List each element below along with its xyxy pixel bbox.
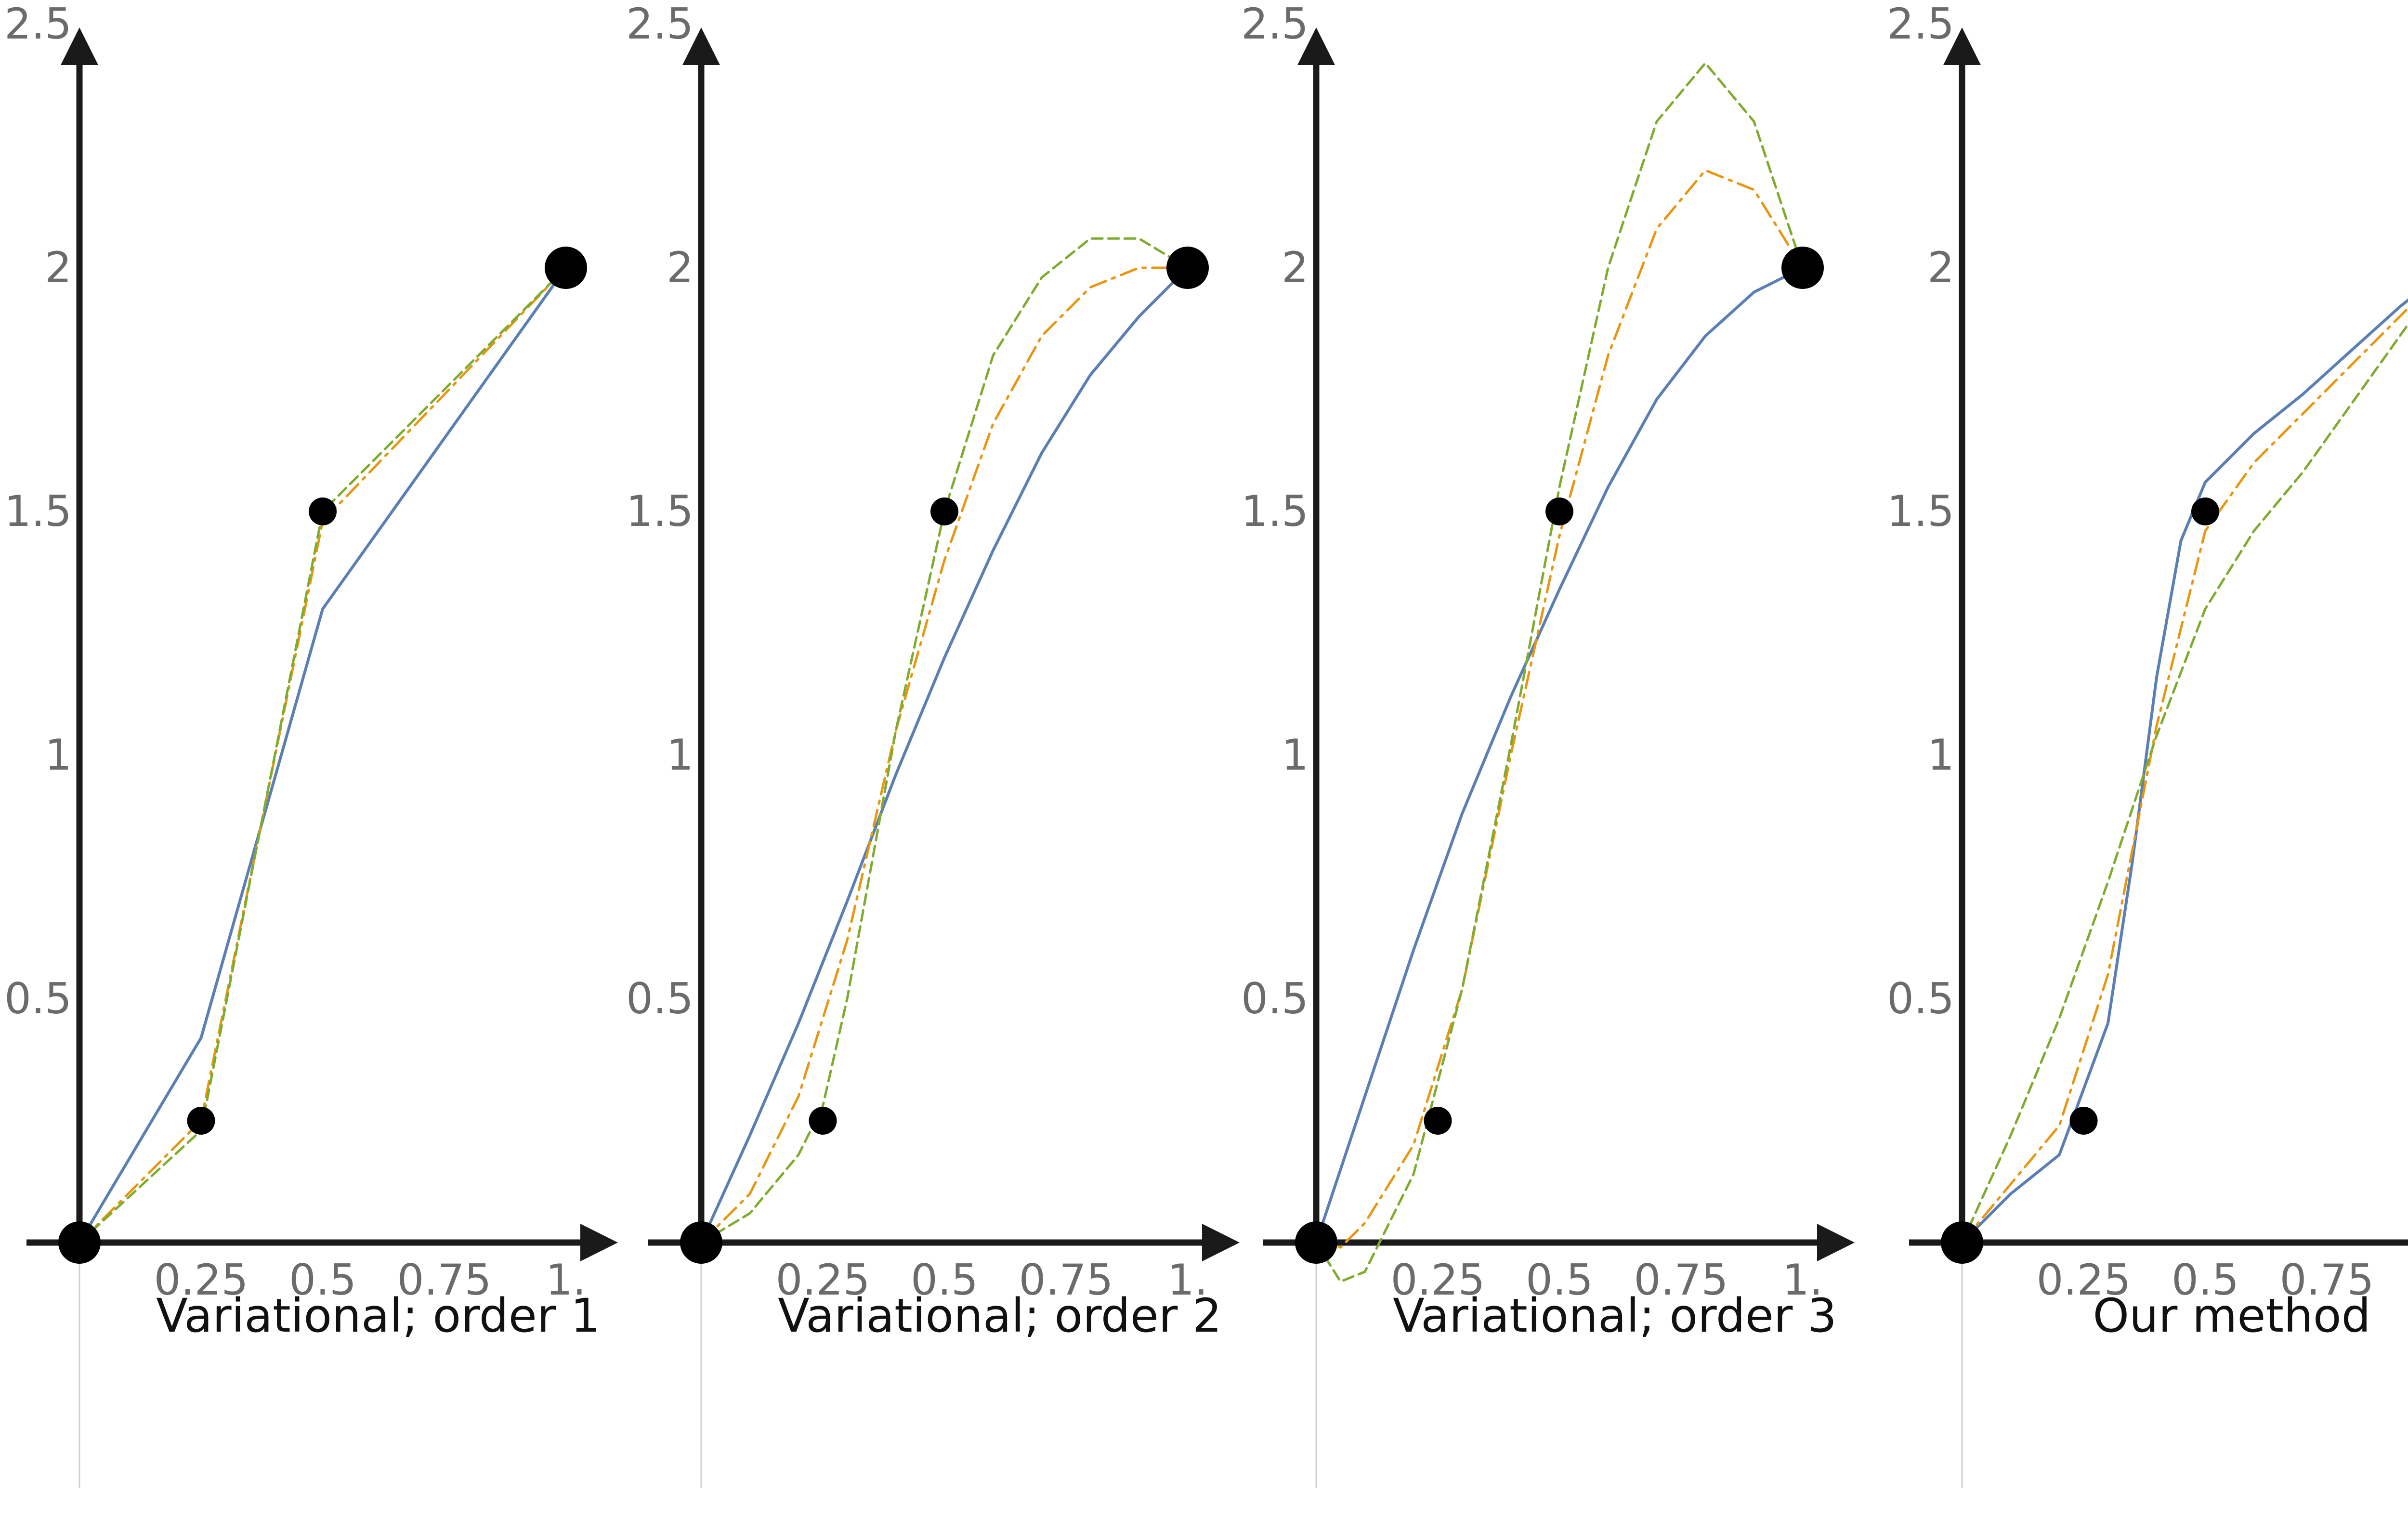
x-tick-label: 0.5 [911, 1255, 978, 1305]
control-point [1781, 247, 1824, 289]
series-line-solid [1315, 266, 1804, 1244]
y-tick-label: 0.5 [4, 974, 72, 1023]
control-point [545, 247, 587, 289]
series-line-dashdot [1315, 169, 1804, 1249]
y-tick-label: 2.5 [1887, 0, 1954, 49]
series-group [1315, 62, 1804, 1283]
control-point [1424, 1107, 1452, 1135]
panel-title: Variational; order 2 [778, 1289, 1222, 1343]
x-tick-label: 0.25 [2037, 1255, 2131, 1305]
control-point [2191, 498, 2219, 525]
x-tick-label: 0.25 [154, 1255, 249, 1305]
x-tick-label: 1. [1167, 1255, 1208, 1305]
control-point [809, 1107, 837, 1135]
series-group [1961, 298, 2408, 1244]
x-tick-label: 0.25 [1391, 1255, 1485, 1305]
x-tick-label: 0.25 [776, 1255, 870, 1305]
series-group [700, 237, 1189, 1244]
y-tick-label: 2 [1927, 243, 1954, 292]
y-tick-label: 1.5 [1887, 486, 1954, 536]
x-tick-label: 1. [546, 1255, 586, 1305]
series-line-solid [1961, 298, 2408, 1244]
y-tick-label: 1 [45, 730, 72, 780]
x-tick-label: 0.75 [1634, 1255, 1728, 1305]
y-tick-label: 2.5 [626, 0, 694, 49]
series-line-dashed [1315, 62, 1804, 1283]
x-tick-label: 0.75 [2280, 1255, 2374, 1305]
control-point [58, 1221, 101, 1264]
panel-title: Variational; order 3 [1393, 1289, 1837, 1343]
series-line-solid [78, 266, 567, 1244]
y-tick-label: 2 [667, 243, 694, 292]
control-point [930, 498, 958, 525]
series-group [78, 266, 567, 1244]
series-line-dashed [700, 237, 1189, 1244]
control-point [2069, 1107, 2098, 1135]
control-point [1941, 1221, 1983, 1264]
control-point [1166, 247, 1209, 289]
x-tick-label: 1. [1782, 1255, 1823, 1305]
y-tick-label: 1.5 [626, 486, 694, 536]
panel-title: Variational; order 1 [156, 1289, 600, 1343]
x-tick-label: 0.5 [2172, 1255, 2239, 1305]
chart-panel-3: 0.25 0.5 0.75 1. 0.5 1 1.5 2 2.5 Variational; ord… [1241, 0, 1855, 1488]
y-tick-label: 0.5 [1241, 974, 1309, 1023]
control-point [1545, 498, 1573, 525]
y-tick-label: 1 [1282, 730, 1309, 780]
series-line-dashed [1961, 322, 2408, 1244]
y-tick-label: 2.5 [1241, 0, 1309, 49]
series-line-dashed [78, 266, 567, 1244]
y-tick-label: 0.5 [626, 974, 694, 1023]
y-tick-label: 1 [667, 730, 694, 780]
control-point [187, 1107, 215, 1135]
control-point [309, 498, 337, 525]
y-tick-label: 1 [1927, 730, 1954, 780]
x-tick-label: 0.75 [397, 1255, 492, 1305]
x-tick-label: 0.5 [289, 1255, 356, 1305]
x-tick-label: 0.5 [1526, 1255, 1593, 1305]
y-tick-label: 1.5 [1241, 486, 1309, 536]
y-tick-label: 2 [1282, 243, 1309, 292]
panel-title: Our method [2093, 1289, 2370, 1343]
series-line-dashdot [1961, 306, 2408, 1244]
y-tick-label: 2.5 [4, 0, 72, 49]
y-tick-label: 0.5 [1887, 974, 1954, 1023]
chart-panel-2: 0.25 0.5 0.75 1. 0.5 1 1.5 2 2.5 Variational; ord… [626, 0, 1240, 1488]
y-tick-label: 2 [45, 243, 72, 292]
chart-panel-1: 0.25 0.5 0.75 1. 0.5 1 1.5 2 2.5 Variational; ord… [4, 0, 618, 1488]
control-point [1295, 1221, 1337, 1264]
control-point [680, 1221, 722, 1264]
y-tick-label: 1.5 [4, 486, 72, 536]
series-line-dashdot [700, 266, 1189, 1244]
series-line-solid [700, 266, 1189, 1244]
series-line-dashdot [78, 266, 567, 1244]
x-tick-label: 0.75 [1019, 1255, 1113, 1305]
